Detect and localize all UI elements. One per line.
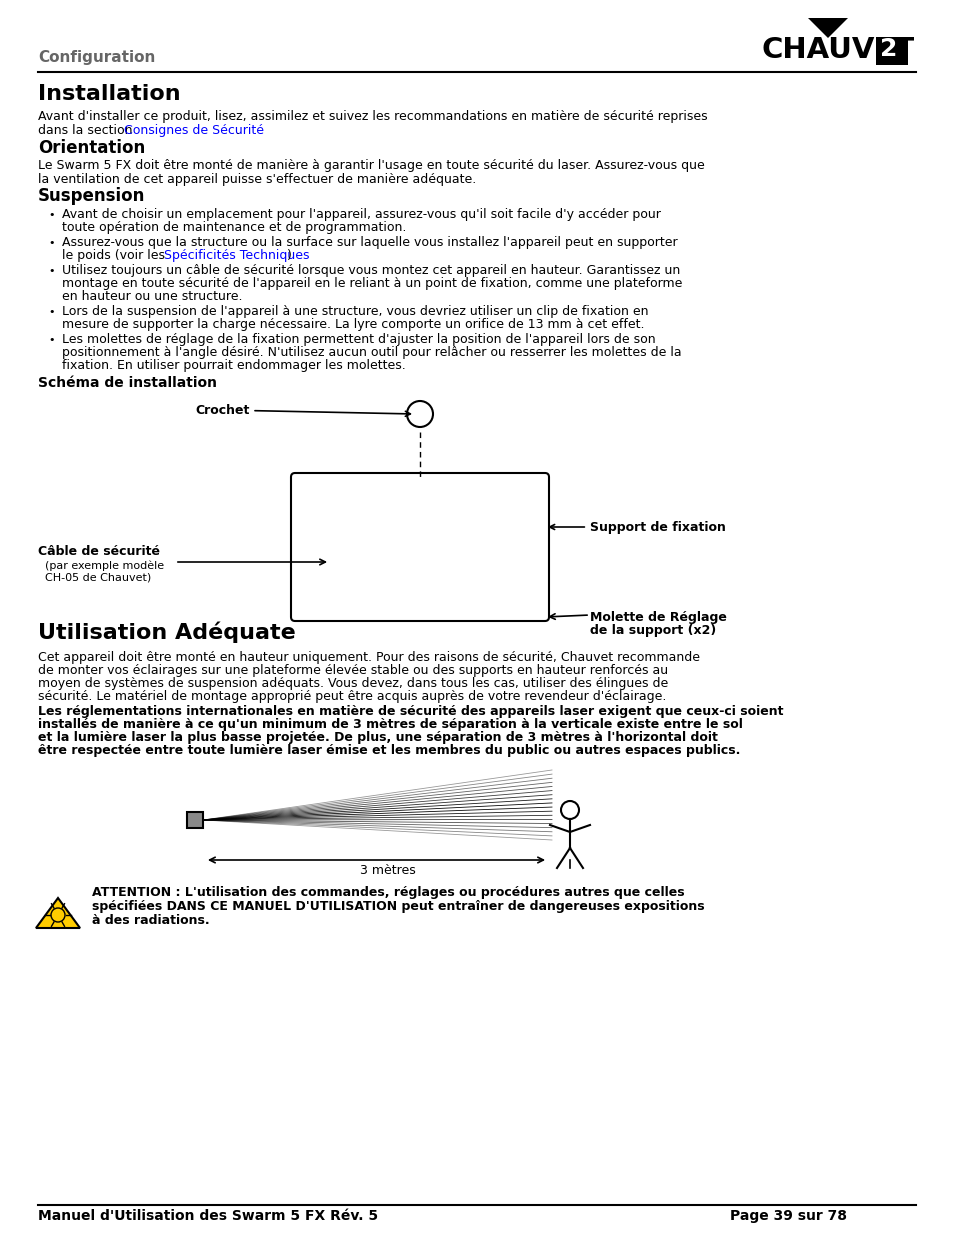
Text: 2: 2 [879,37,897,61]
Text: montage en toute sécurité de l'appareil en le reliant à un point de fixation, co: montage en toute sécurité de l'appareil … [62,277,681,290]
Text: 3 mètres: 3 mètres [359,864,416,877]
Text: •: • [48,335,54,345]
Text: spécifiées DANS CE MANUEL D'UTILISATION peut entraîner de dangereuses exposition: spécifiées DANS CE MANUEL D'UTILISATION … [91,900,704,913]
Text: être respectée entre toute lumière laser émise et les membres du public ou autre: être respectée entre toute lumière laser… [38,743,740,757]
Text: Support de fixation: Support de fixation [549,520,725,534]
Text: Consignes de Sécurité: Consignes de Sécurité [124,124,263,137]
Text: CHAUVET: CHAUVET [761,36,914,64]
Text: Crochet: Crochet [194,404,410,416]
Text: la ventilation de cet appareil puisse s'effectuer de manière adéquate.: la ventilation de cet appareil puisse s'… [38,173,476,186]
Text: Spécificités Techniques: Spécificités Techniques [164,249,309,262]
Text: ATTENTION : L'utilisation des commandes, réglages ou procédures autres que celle: ATTENTION : L'utilisation des commandes,… [91,885,684,899]
Text: Configuration: Configuration [38,49,155,65]
Text: Manuel d'Utilisation des Swarm 5 FX Rév. 5: Manuel d'Utilisation des Swarm 5 FX Rév.… [38,1209,377,1223]
Text: à des radiations.: à des radiations. [91,914,210,927]
Text: et la lumière laser la plus basse projetée. De plus, une séparation de 3 mètres : et la lumière laser la plus basse projet… [38,731,717,743]
Text: Installation: Installation [38,84,180,104]
Text: Suspension: Suspension [38,186,145,205]
Text: Utilisation Adéquate: Utilisation Adéquate [38,621,295,643]
Text: Le Swarm 5 FX doit être monté de manière à garantir l'usage en toute sécurité du: Le Swarm 5 FX doit être monté de manière… [38,159,704,172]
Text: Orientation: Orientation [38,140,145,157]
Text: Assurez-vous que la structure ou la surface sur laquelle vous installez l'appare: Assurez-vous que la structure ou la surf… [62,236,677,249]
Text: •: • [48,238,54,248]
Text: Les molettes de réglage de la fixation permettent d'ajuster la position de l'app: Les molettes de réglage de la fixation p… [62,333,655,346]
Text: Schéma de installation: Schéma de installation [38,375,216,390]
Text: fixation. En utiliser pourrait endommager les molettes.: fixation. En utiliser pourrait endommage… [62,359,405,372]
Text: Les réglementations internationales en matière de sécurité des appareils laser e: Les réglementations internationales en m… [38,705,782,718]
Bar [875,37,907,65]
Text: Utilisez toujours un câble de sécurité lorsque vous montez cet appareil en haute: Utilisez toujours un câble de sécurité l… [62,264,679,277]
Text: dans la section: dans la section [38,124,136,137]
Polygon shape [36,898,80,927]
Text: Cet appareil doit être monté en hauteur uniquement. Pour des raisons de sécurité: Cet appareil doit être monté en hauteur … [38,651,700,664]
Text: Molette de Réglage: Molette de Réglage [589,611,726,624]
Text: ): ) [287,249,292,262]
Text: de monter vos éclairages sur une plateforme élevée stable ou des supports en hau: de monter vos éclairages sur une platefo… [38,664,667,677]
Text: le poids (voir les: le poids (voir les [62,249,169,262]
Text: moyen de systèmes de suspension adéquats. Vous devez, dans tous les cas, utilise: moyen de systèmes de suspension adéquats… [38,677,667,690]
Text: •: • [48,266,54,275]
Text: mesure de supporter la charge nécessaire. La lyre comporte un orifice de 13 mm à: mesure de supporter la charge nécessaire… [62,317,644,331]
Text: •: • [48,308,54,317]
Text: .: . [235,124,240,137]
Text: installés de manière à ce qu'un minimum de 3 mètres de séparation à la verticale: installés de manière à ce qu'un minimum … [38,718,742,731]
Text: toute opération de maintenance et de programmation.: toute opération de maintenance et de pro… [62,221,406,233]
Text: CH-05 de Chauvet): CH-05 de Chauvet) [45,573,152,583]
Bar [187,811,203,827]
FancyBboxPatch shape [291,473,548,621]
Text: de la support (x2): de la support (x2) [589,624,716,637]
Text: positionnement à l'angle désiré. N'utilisez aucun outil pour relâcher ou resserr: positionnement à l'angle désiré. N'utili… [62,346,680,359]
Text: Avant de choisir un emplacement pour l'appareil, assurez-vous qu'il soit facile : Avant de choisir un emplacement pour l'a… [62,207,660,221]
Text: •: • [48,210,54,220]
Text: Avant d'installer ce produit, lisez, assimilez et suivez les recommandations en : Avant d'installer ce produit, lisez, ass… [38,110,707,124]
Text: Page 39 sur 78: Page 39 sur 78 [729,1209,846,1223]
Polygon shape [807,19,847,38]
Text: en hauteur ou une structure.: en hauteur ou une structure. [62,290,242,303]
Text: Lors de la suspension de l'appareil à une structure, vous devriez utiliser un cl: Lors de la suspension de l'appareil à un… [62,305,648,317]
Text: Câble de sécurité: Câble de sécurité [38,545,160,558]
Text: (par exemple modèle: (par exemple modèle [45,561,164,571]
Text: sécurité. Le matériel de montage approprié peut être acquis auprès de votre reve: sécurité. Le matériel de montage appropr… [38,690,666,703]
